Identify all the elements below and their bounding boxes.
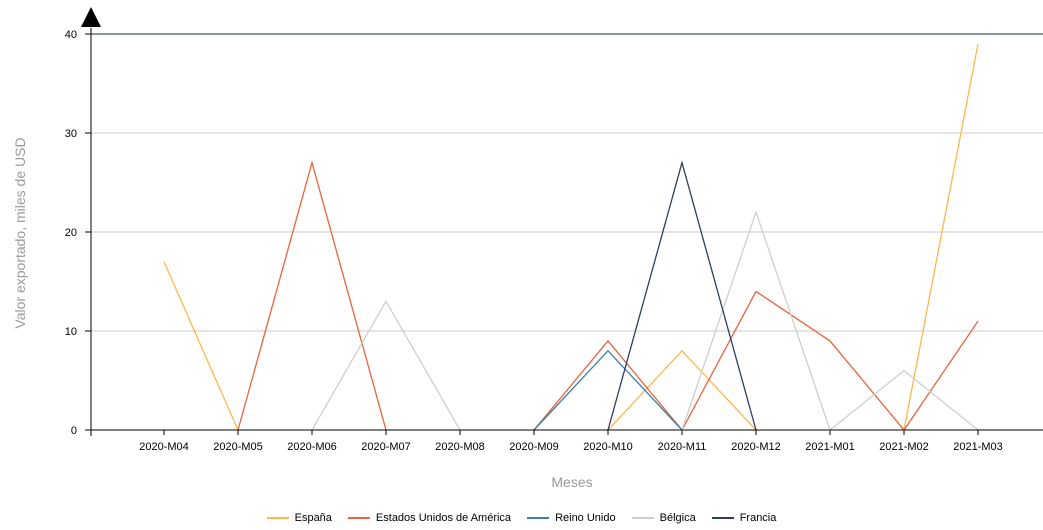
legend-swatch [266,517,289,519]
legend-swatch [711,517,734,519]
legend-label: España [294,512,332,524]
series-line-estados-unidos-de-america [237,160,387,431]
series-line-espana [903,43,979,431]
x-axis-title: Meses [551,474,592,490]
x-tick-label: 2020-M11 [658,441,707,453]
y-tick-label: 10 [65,326,77,338]
legend-item: Estados Unidos de América [347,512,512,524]
x-tick-label: 2021-M03 [953,441,1003,453]
legend: España Estados Unidos de América Reino Uni… [0,512,1043,524]
x-tick-label: 2021-M02 [879,441,929,453]
legend-item: Francia [711,512,777,524]
x-tick-label: 2020-M04 [139,441,189,453]
y-axis-arrow-icon [81,7,101,27]
series-line-espana [607,349,757,431]
series-line-reino-unido [533,349,683,431]
y-tick-label: 40 [65,29,77,41]
y-tick-label: 0 [71,425,77,437]
x-tick-label: 2020-M12 [731,441,781,453]
x-tick-label: 2021-M01 [805,441,855,453]
y-tick-label: 30 [65,128,77,140]
x-axis-ticks: 2020-M04 2020-M05 2020-M06 2020-M07 2020-M08… [139,430,1003,453]
legend-label: Estados Unidos de América [375,512,512,524]
x-tick-label: 2020-M06 [287,441,337,453]
x-tick-label: 2020-M09 [509,441,559,453]
legend-swatch [527,517,550,519]
y-tick-label: 20 [65,227,77,239]
series-line-espana [163,261,239,431]
legend-item: Reino Unido [527,512,616,524]
legend-label: Bélgica [659,512,696,524]
legend-label: Francia [739,512,777,524]
series-line-estados-unidos-de-america [533,290,979,432]
y-axis-title: Valor exportado, miles de USD [12,137,28,328]
legend-item: Bélgica [631,512,696,524]
series-lines [163,43,979,432]
y-axis-ticks: 0 10 20 30 40 [65,29,91,437]
x-tick-label: 2020-M05 [213,441,263,453]
legend-swatch [631,517,654,519]
x-tick-label: 2020-M08 [435,441,485,453]
legend-swatch [347,517,370,519]
series-line-belgica [311,299,461,431]
gridlines [91,33,1043,332]
legend-label: Reino Unido [555,512,616,524]
legend-item: España [266,512,332,524]
series-line-francia [607,160,757,431]
x-tick-label: 2020-M07 [361,441,411,453]
x-tick-label: 2020-M10 [583,441,633,453]
